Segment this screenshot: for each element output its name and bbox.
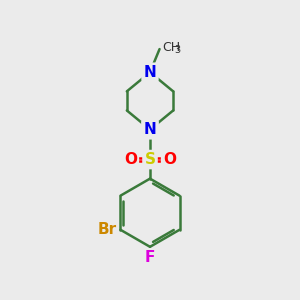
Text: S: S <box>145 152 155 167</box>
Text: Br: Br <box>97 222 116 237</box>
Text: F: F <box>145 250 155 265</box>
Text: O: O <box>124 152 137 167</box>
Text: 3: 3 <box>174 45 180 55</box>
Text: N: N <box>144 65 156 80</box>
Text: N: N <box>144 122 156 137</box>
Text: CH: CH <box>162 41 180 54</box>
Text: O: O <box>163 152 176 167</box>
Text: N: N <box>144 122 156 137</box>
